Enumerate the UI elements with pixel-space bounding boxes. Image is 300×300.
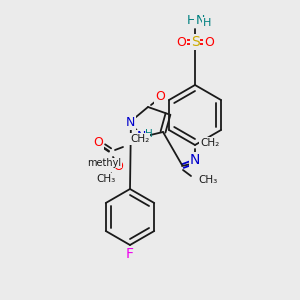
Text: N: N — [190, 153, 200, 167]
Text: N: N — [125, 116, 135, 128]
Text: N: N — [195, 14, 205, 26]
Text: F: F — [126, 247, 134, 261]
Text: H: H — [203, 18, 211, 28]
Text: O: O — [93, 136, 103, 149]
Text: O: O — [155, 89, 165, 103]
Text: N: N — [136, 130, 146, 143]
Text: H: H — [186, 14, 196, 26]
Text: CH₂: CH₂ — [200, 138, 219, 148]
Text: CH₃: CH₃ — [96, 174, 116, 184]
Text: CH₃: CH₃ — [198, 175, 217, 185]
Text: H: H — [145, 129, 153, 139]
Text: O: O — [113, 160, 123, 173]
Text: S: S — [190, 35, 200, 49]
Text: O: O — [204, 35, 214, 49]
Text: O: O — [176, 35, 186, 49]
Text: CH₂: CH₂ — [130, 134, 149, 144]
Text: methyl: methyl — [87, 158, 121, 168]
